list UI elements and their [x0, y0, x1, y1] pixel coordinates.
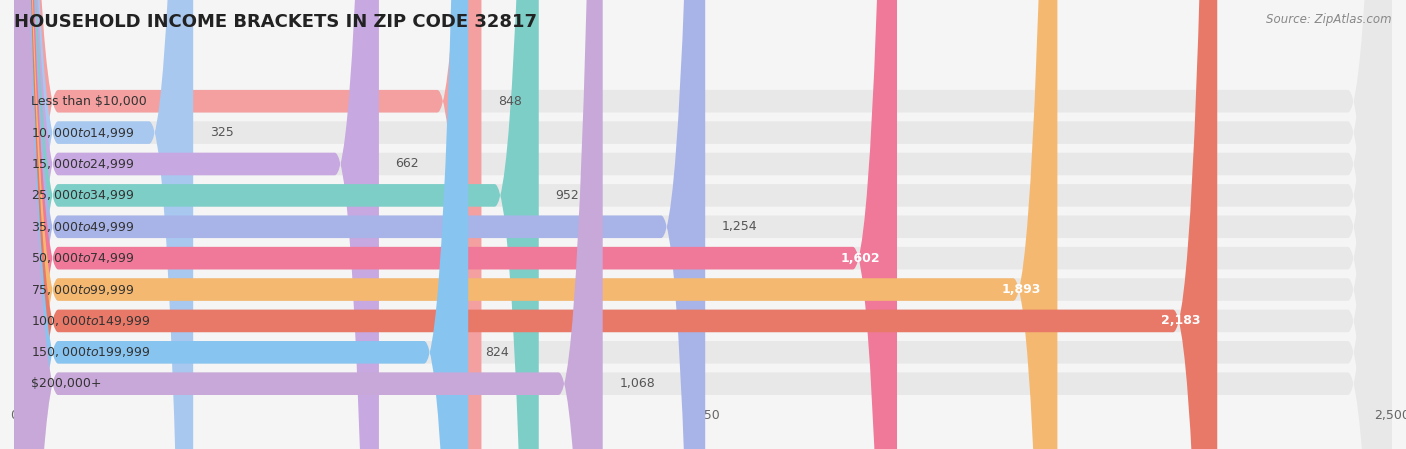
- FancyBboxPatch shape: [14, 0, 468, 449]
- FancyBboxPatch shape: [14, 0, 1392, 449]
- FancyBboxPatch shape: [14, 0, 538, 449]
- Text: 2,183: 2,183: [1161, 314, 1201, 327]
- FancyBboxPatch shape: [14, 0, 1392, 449]
- FancyBboxPatch shape: [14, 0, 193, 449]
- FancyBboxPatch shape: [14, 0, 603, 449]
- FancyBboxPatch shape: [14, 0, 1392, 449]
- Text: Less than $10,000: Less than $10,000: [31, 95, 146, 108]
- FancyBboxPatch shape: [14, 0, 897, 449]
- Text: $75,000 to $99,999: $75,000 to $99,999: [31, 282, 134, 296]
- Text: 1,068: 1,068: [619, 377, 655, 390]
- Text: 824: 824: [485, 346, 509, 359]
- Text: $10,000 to $14,999: $10,000 to $14,999: [31, 126, 134, 140]
- Text: 848: 848: [498, 95, 522, 108]
- FancyBboxPatch shape: [14, 0, 706, 449]
- FancyBboxPatch shape: [14, 0, 380, 449]
- Text: HOUSEHOLD INCOME BRACKETS IN ZIP CODE 32817: HOUSEHOLD INCOME BRACKETS IN ZIP CODE 32…: [14, 13, 537, 31]
- Text: 1,254: 1,254: [721, 220, 758, 233]
- Text: $25,000 to $34,999: $25,000 to $34,999: [31, 189, 134, 202]
- Text: 325: 325: [209, 126, 233, 139]
- FancyBboxPatch shape: [14, 0, 1392, 449]
- Text: 1,602: 1,602: [841, 251, 880, 264]
- Text: $35,000 to $49,999: $35,000 to $49,999: [31, 220, 134, 234]
- Text: Source: ZipAtlas.com: Source: ZipAtlas.com: [1267, 13, 1392, 26]
- FancyBboxPatch shape: [14, 0, 1392, 449]
- Text: $15,000 to $24,999: $15,000 to $24,999: [31, 157, 134, 171]
- Text: 952: 952: [555, 189, 579, 202]
- FancyBboxPatch shape: [14, 0, 1392, 449]
- FancyBboxPatch shape: [14, 0, 1218, 449]
- Text: 1,893: 1,893: [1001, 283, 1040, 296]
- FancyBboxPatch shape: [14, 0, 1392, 449]
- Text: 662: 662: [395, 158, 419, 171]
- Text: $150,000 to $199,999: $150,000 to $199,999: [31, 345, 150, 359]
- Text: $200,000+: $200,000+: [31, 377, 101, 390]
- Text: $100,000 to $149,999: $100,000 to $149,999: [31, 314, 150, 328]
- Text: $50,000 to $74,999: $50,000 to $74,999: [31, 251, 134, 265]
- FancyBboxPatch shape: [14, 0, 1392, 449]
- FancyBboxPatch shape: [14, 0, 1392, 449]
- FancyBboxPatch shape: [14, 0, 1057, 449]
- FancyBboxPatch shape: [14, 0, 481, 449]
- FancyBboxPatch shape: [14, 0, 1392, 449]
